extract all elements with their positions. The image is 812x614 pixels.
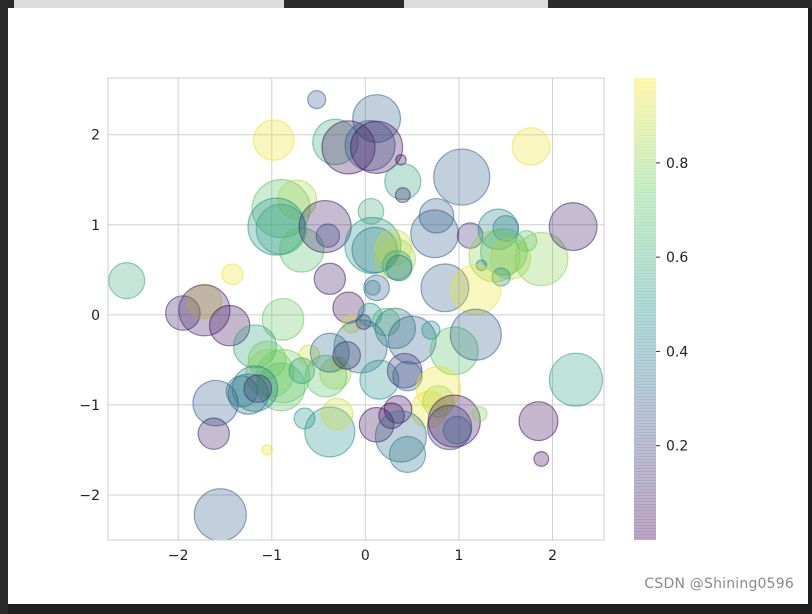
colorbar-stripes bbox=[634, 79, 656, 540]
scatter-point bbox=[514, 231, 569, 287]
scatter-point bbox=[383, 395, 413, 424]
scatter-point bbox=[374, 307, 417, 350]
x-tick-labels: −2 −1 0 1 2 bbox=[168, 548, 557, 564]
scatter-point bbox=[392, 360, 423, 392]
scatter-point bbox=[186, 283, 223, 320]
scatter-point bbox=[449, 308, 502, 361]
figure-canvas: −2 −1 0 1 2 −2 −1 0 1 2 0.2 0.4 0.6 0.8 CSDN @Shini… bbox=[8, 8, 808, 604]
scatter-point bbox=[548, 352, 604, 407]
scatter-point bbox=[307, 90, 327, 110]
scatter-point bbox=[251, 179, 311, 239]
scatter-point bbox=[197, 417, 230, 450]
scatter-point bbox=[252, 119, 295, 161]
scatter-point bbox=[298, 344, 321, 367]
scatter-point bbox=[276, 179, 318, 220]
scatter-point bbox=[313, 262, 346, 296]
scatter-point bbox=[511, 127, 551, 166]
scatter-point bbox=[515, 230, 538, 253]
scatter-point bbox=[548, 202, 598, 252]
scatter-point bbox=[533, 450, 550, 467]
background-window-edge bbox=[0, 8, 8, 614]
scatter-point bbox=[221, 263, 244, 286]
scatter-point bbox=[429, 326, 479, 376]
scatter-points bbox=[108, 90, 604, 540]
x-tick-label: 0 bbox=[361, 548, 370, 564]
scatter-point bbox=[108, 262, 146, 300]
scatter-point bbox=[243, 374, 273, 404]
scatter-point bbox=[298, 199, 352, 254]
y-tick-label: 1 bbox=[91, 218, 100, 234]
y-tick-labels: −2 −1 0 1 2 bbox=[79, 128, 100, 504]
colorbar-tick-label: 0.8 bbox=[666, 156, 688, 172]
scatter-point bbox=[363, 274, 390, 302]
scatter-point bbox=[364, 279, 381, 296]
scatter-point bbox=[304, 406, 356, 458]
x-tick-label: 1 bbox=[454, 548, 463, 564]
scatter-point bbox=[378, 402, 405, 430]
x-tick-label: −2 bbox=[168, 548, 189, 564]
colorbar-tick-label: 0.6 bbox=[666, 250, 688, 266]
scatter-point bbox=[415, 366, 462, 412]
scatter-point bbox=[193, 488, 247, 540]
scatter-point bbox=[279, 227, 325, 273]
x-tick-label: −1 bbox=[261, 548, 282, 564]
scatter-point bbox=[410, 209, 460, 259]
watermark-text: CSDN @Shining0596 bbox=[644, 576, 794, 592]
scatter-point bbox=[247, 197, 306, 256]
scatter-point bbox=[394, 187, 411, 204]
scatter-point bbox=[471, 405, 488, 422]
colorbar-tick-labels: 0.2 0.4 0.6 0.8 bbox=[656, 156, 688, 455]
scatter-point bbox=[178, 284, 231, 337]
y-tick-label: 2 bbox=[91, 128, 100, 144]
scatter-point bbox=[349, 120, 404, 174]
scatter-point bbox=[374, 238, 417, 280]
scatter-point bbox=[351, 226, 398, 274]
axes-frame bbox=[107, 77, 605, 541]
scatter-point bbox=[385, 254, 413, 282]
colorbar-tick-label: 0.2 bbox=[666, 439, 688, 455]
background-window-strip bbox=[0, 0, 812, 8]
scatter-point bbox=[341, 314, 361, 334]
scatter-point bbox=[388, 435, 427, 474]
scatter-point bbox=[384, 162, 422, 201]
scatter-point bbox=[192, 379, 239, 427]
scatter-point bbox=[421, 320, 441, 340]
bubble-scatter-chart: −2 −1 0 1 2 −2 −1 0 1 2 0.2 0.4 0.6 0.8 bbox=[79, 77, 688, 564]
scatter-point bbox=[420, 263, 470, 313]
scatter-point bbox=[433, 148, 491, 206]
scatter-point bbox=[395, 154, 407, 166]
scatter-point bbox=[352, 94, 402, 143]
colorbar-gradient bbox=[634, 78, 656, 540]
colorbar-tick-label: 0.4 bbox=[666, 344, 688, 360]
scatter-point bbox=[374, 410, 427, 463]
scatter-point bbox=[321, 120, 376, 175]
scatter-point bbox=[387, 315, 437, 365]
y-tick-label: 0 bbox=[91, 308, 100, 324]
y-tick-label: −2 bbox=[79, 488, 100, 504]
scatter-point bbox=[261, 297, 305, 341]
x-tick-label: 2 bbox=[548, 548, 557, 564]
scatter-point bbox=[518, 401, 559, 442]
scatter-point bbox=[450, 264, 502, 316]
scatter-point bbox=[315, 223, 341, 248]
scatter-point bbox=[261, 444, 273, 456]
scatter-point bbox=[442, 415, 472, 445]
y-tick-label: −1 bbox=[79, 398, 100, 414]
scatter-point bbox=[321, 397, 354, 431]
grid-lines bbox=[108, 78, 604, 540]
scatter-point bbox=[344, 120, 396, 172]
colorbar: 0.2 0.4 0.6 0.8 bbox=[634, 78, 688, 540]
scatter-point bbox=[359, 359, 400, 400]
scatter-point bbox=[288, 357, 316, 385]
